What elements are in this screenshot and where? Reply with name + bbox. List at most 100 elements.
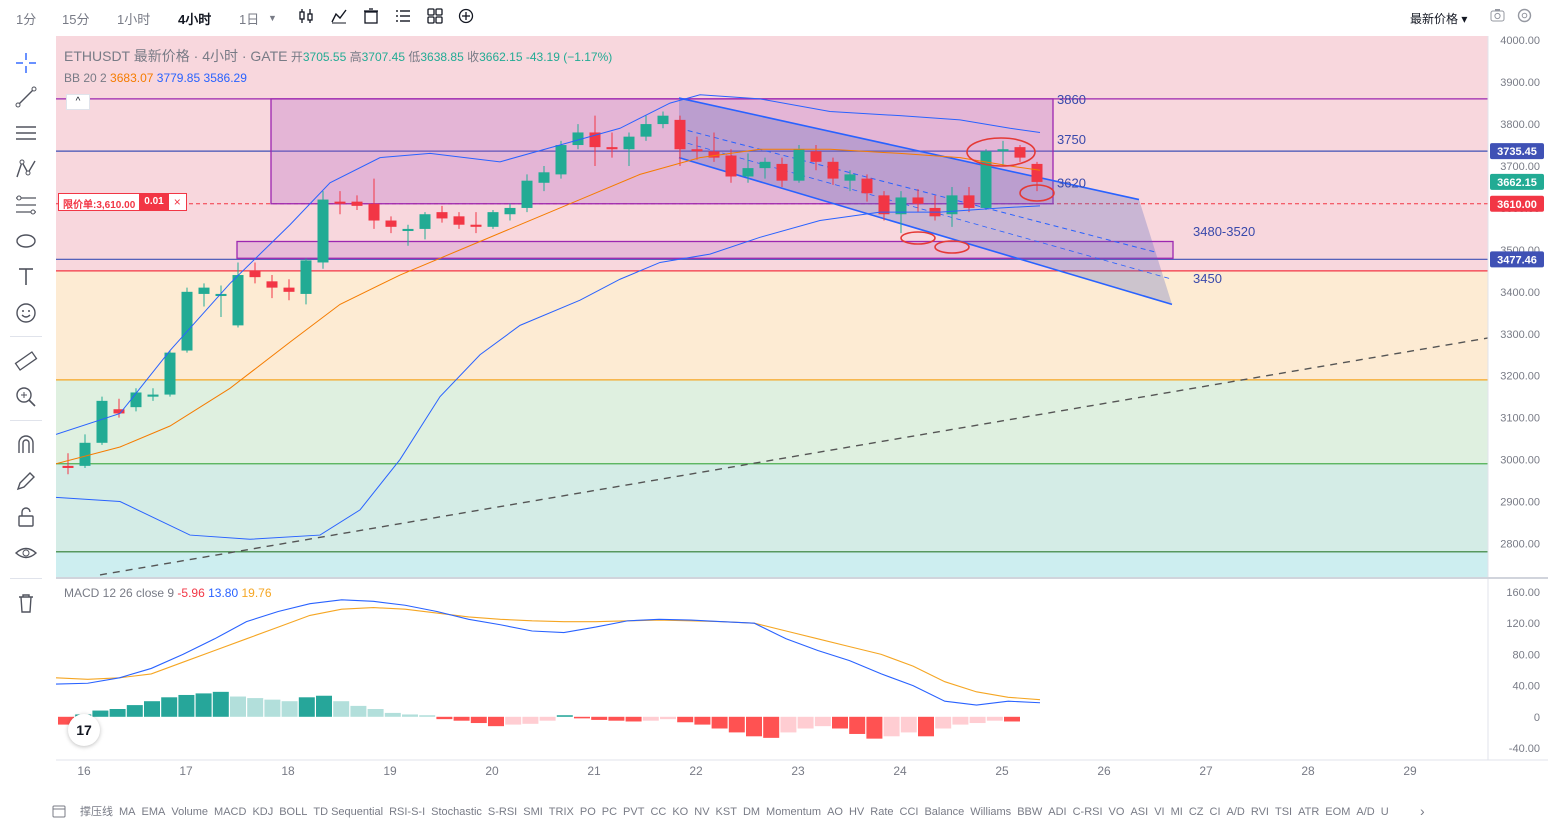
candle[interactable] [878, 191, 890, 221]
candle[interactable] [436, 205, 448, 223]
indicator-25[interactable]: CCI [899, 806, 919, 818]
candle[interactable] [946, 186, 958, 227]
tradingview-logo-icon[interactable]: 17 [68, 714, 100, 746]
candle[interactable] [742, 153, 754, 183]
indicator-31[interactable]: VO [1108, 806, 1125, 818]
indicator-36[interactable]: CI [1209, 806, 1221, 818]
indicator-14[interactable]: PC [601, 806, 618, 818]
collapse-legend-button[interactable]: ^ [66, 94, 90, 110]
candle[interactable] [130, 388, 142, 412]
candle[interactable] [113, 398, 125, 418]
scroll-right-icon[interactable]: › [1420, 803, 1425, 819]
candle[interactable] [538, 166, 550, 192]
indicator-12[interactable]: TRIX [548, 806, 574, 818]
indicator-3[interactable]: Volume [171, 806, 209, 818]
trend-line-icon[interactable] [12, 85, 40, 109]
candle[interactable] [606, 132, 618, 158]
indicator-18[interactable]: NV [694, 806, 710, 818]
timeframe-1d[interactable]: 1日 [239, 12, 260, 27]
cancel-order-icon[interactable]: × [173, 195, 181, 209]
candle[interactable] [215, 285, 227, 317]
candle[interactable] [249, 262, 261, 284]
candle[interactable] [351, 195, 363, 211]
candle[interactable] [844, 170, 856, 192]
camera-icon[interactable] [1490, 8, 1505, 25]
candle[interactable] [487, 210, 499, 229]
indicator-22[interactable]: AO [827, 806, 843, 818]
timeframe-dropdown-icon[interactable]: ▼ [268, 13, 277, 23]
candle[interactable] [589, 115, 601, 167]
channel-upper-line[interactable] [678, 97, 1140, 201]
indicators-icon[interactable] [331, 8, 347, 28]
indicator-16[interactable]: CC [650, 806, 667, 818]
candle[interactable] [997, 140, 1009, 167]
indicator-34[interactable]: MI [1170, 806, 1183, 818]
trash-icon[interactable] [12, 591, 40, 615]
candle[interactable] [470, 212, 482, 234]
indicator-41[interactable]: EOM [1325, 806, 1351, 818]
candle[interactable] [776, 157, 788, 187]
layout-grid-icon[interactable] [427, 8, 443, 28]
indicator-21[interactable]: Momentum [766, 806, 822, 818]
candle[interactable] [181, 287, 193, 353]
candle[interactable] [691, 136, 703, 160]
candle[interactable] [640, 115, 652, 141]
indicator-29[interactable]: ADI [1048, 806, 1067, 818]
fib-icon[interactable] [12, 193, 40, 217]
indicator-28[interactable]: BBW [1017, 806, 1043, 818]
highlight-ellipse[interactable] [1019, 184, 1055, 202]
timeframe-1h[interactable]: 1小时 [117, 12, 151, 27]
indicator-40[interactable]: ATR [1298, 806, 1320, 818]
indicator-32[interactable]: ASI [1130, 806, 1149, 818]
magnet-icon[interactable] [12, 433, 40, 457]
timeframe-15m[interactable]: 15分 [62, 12, 90, 27]
indicator-8[interactable]: RSI-S-I [389, 806, 426, 818]
candle[interactable] [521, 174, 533, 213]
indicator-15[interactable]: PVT [623, 806, 645, 818]
candle[interactable] [266, 275, 278, 299]
indicator-5[interactable]: KDJ [252, 806, 274, 818]
candle[interactable] [164, 350, 176, 397]
candle[interactable] [657, 111, 669, 129]
candle[interactable] [300, 258, 312, 305]
candle[interactable] [708, 132, 720, 162]
candle[interactable] [453, 212, 465, 229]
candle[interactable] [283, 279, 295, 301]
timeframe-4h[interactable]: 4小时 [178, 12, 212, 27]
candle-type-icon[interactable] [298, 8, 314, 28]
indicator-9[interactable]: Stochastic [431, 806, 482, 818]
crosshair-icon[interactable] [12, 51, 40, 75]
indicator-20[interactable]: DM [742, 806, 761, 818]
lock-icon[interactable] [12, 505, 40, 529]
horizontal-lines-icon[interactable] [12, 121, 40, 145]
indicator-27[interactable]: Williams [970, 806, 1012, 818]
candle[interactable] [232, 262, 244, 328]
indicator-10[interactable]: S-RSI [487, 806, 518, 818]
list-icon[interactable] [395, 8, 411, 28]
indicator-24[interactable]: Rate [870, 806, 894, 818]
candle[interactable] [385, 216, 397, 234]
highlight-ellipse[interactable] [900, 231, 936, 245]
trend-line[interactable] [99, 337, 1488, 576]
text-icon[interactable] [12, 265, 40, 289]
candle[interactable] [1031, 161, 1043, 192]
indicator-35[interactable]: CZ [1188, 806, 1204, 818]
candle[interactable] [317, 191, 329, 269]
candle[interactable] [79, 434, 91, 468]
indicator-30[interactable]: C-RSI [1072, 806, 1103, 818]
timeframe-1m[interactable]: 1分 [16, 12, 37, 27]
indicator-37[interactable]: A/D [1226, 806, 1245, 818]
pattern-icon[interactable] [12, 157, 40, 181]
indicator-11[interactable]: SMI [523, 806, 543, 818]
candle[interactable] [912, 189, 924, 213]
indicator-1[interactable]: MA [119, 806, 136, 818]
emoji-icon[interactable] [12, 301, 40, 325]
drawing-mode-icon[interactable] [12, 469, 40, 493]
highlight-ellipse[interactable] [934, 240, 970, 254]
candle[interactable] [419, 212, 431, 240]
candle[interactable] [623, 132, 635, 167]
limit-order-tag[interactable]: 限价单:3,610.00 0.01 × [58, 193, 187, 211]
indicator-38[interactable]: RVI [1250, 806, 1269, 818]
calendar-icon[interactable] [52, 804, 66, 818]
candle[interactable] [572, 124, 584, 150]
